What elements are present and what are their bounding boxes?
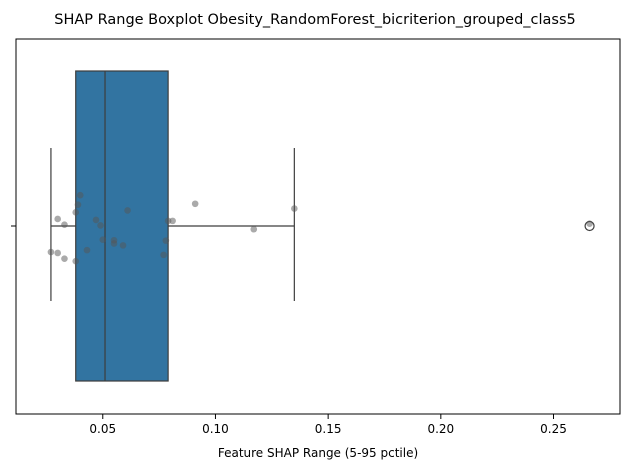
data-point xyxy=(83,246,91,254)
data-point xyxy=(586,220,593,228)
data-point xyxy=(97,222,104,229)
data-point xyxy=(54,215,61,223)
data-point xyxy=(291,205,298,212)
data-point xyxy=(61,255,68,262)
data-point xyxy=(110,236,118,244)
data-point xyxy=(119,242,127,249)
data-point xyxy=(72,257,80,265)
x-tick-label: 0.20 xyxy=(427,422,454,436)
data-point xyxy=(72,209,80,216)
chart-title: SHAP Range Boxplot Obesity_RandomForest_… xyxy=(54,12,576,28)
plot-area: 0.05 0.10 0.15 0.20 0.25 xyxy=(11,38,621,436)
data-point xyxy=(169,217,176,225)
data-point xyxy=(92,216,100,224)
data-point xyxy=(124,207,131,214)
box-iqr xyxy=(75,70,169,382)
data-point xyxy=(191,200,199,208)
data-point xyxy=(76,191,84,199)
x-axis-label: Feature SHAP Range (5-95 pctile) xyxy=(218,446,418,460)
data-point xyxy=(74,201,82,209)
x-tick-label: 0.05 xyxy=(89,422,116,436)
data-point xyxy=(160,251,167,259)
data-point xyxy=(61,221,68,228)
data-point xyxy=(47,248,55,256)
data-point xyxy=(162,237,170,244)
x-tick-label: 0.15 xyxy=(315,422,342,436)
x-tick-label: 0.10 xyxy=(202,422,229,436)
x-tick-label: 0.25 xyxy=(540,422,567,436)
data-point xyxy=(250,225,258,233)
data-point xyxy=(99,236,107,243)
data-point xyxy=(54,249,61,257)
